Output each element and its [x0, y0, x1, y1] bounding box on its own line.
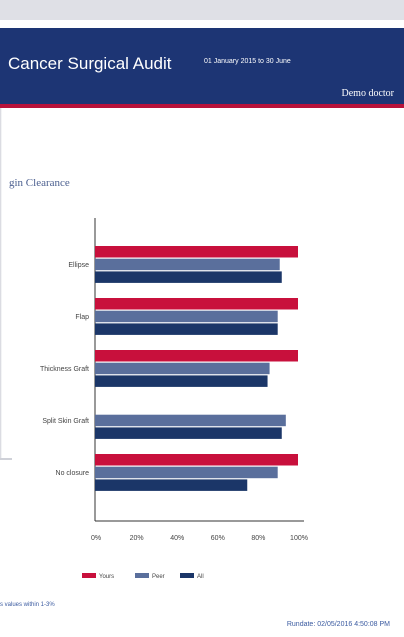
- report-period: 01 January 2015 to 30 June: [204, 58, 291, 65]
- bar-all-2: [95, 375, 268, 387]
- rundate: Rundate: 02/05/2016 4:50:08 PM: [286, 621, 390, 628]
- bar-all-4: [95, 479, 248, 491]
- legend-label-yours: Yours: [99, 574, 114, 580]
- panel-edge-bottom: [0, 458, 12, 460]
- panel-edge: [0, 108, 2, 460]
- footnote: s values within 1-3%: [0, 602, 55, 608]
- x-tick-label: 0%: [91, 535, 101, 542]
- top-strip: [0, 0, 404, 20]
- bar-yours-2: [95, 350, 298, 362]
- bar-yours-1: [95, 298, 298, 310]
- legend-swatch-yours: [82, 573, 96, 578]
- bar-peer-1: [95, 310, 278, 323]
- bar-all-0: [95, 271, 282, 283]
- bar-peer-2: [95, 362, 270, 375]
- bar-all-1: [95, 323, 278, 335]
- legend-label-peer: Peer: [152, 574, 165, 580]
- category-label: Thickness Graft: [40, 366, 89, 373]
- x-tick-label: 80%: [251, 535, 265, 542]
- category-label: Ellipse: [68, 262, 89, 269]
- x-tick-label: 20%: [130, 535, 144, 542]
- legend-swatch-peer: [135, 573, 149, 578]
- bar-all-3: [95, 427, 282, 439]
- bar-peer-0: [95, 258, 280, 271]
- x-tick-label: 60%: [211, 535, 225, 542]
- legend-swatch-all: [180, 573, 194, 578]
- page-title: Cancer Surgical Audit: [8, 54, 172, 73]
- x-tick-label: 100%: [290, 535, 308, 542]
- x-tick-label: 40%: [170, 535, 184, 542]
- bar-peer-3: [95, 414, 286, 427]
- bar-peer-4: [95, 466, 278, 479]
- category-label: No closure: [56, 470, 90, 477]
- bar-yours-4: [95, 454, 298, 466]
- category-label: Split Skin Graft: [42, 418, 89, 425]
- section-title: gin Clearance: [9, 177, 70, 189]
- bar-yours-0: [95, 246, 298, 258]
- legend-label-all: All: [197, 574, 204, 580]
- doctor-name: Demo doctor: [341, 88, 395, 99]
- category-label: Flap: [75, 314, 89, 321]
- report-header: [0, 28, 404, 108]
